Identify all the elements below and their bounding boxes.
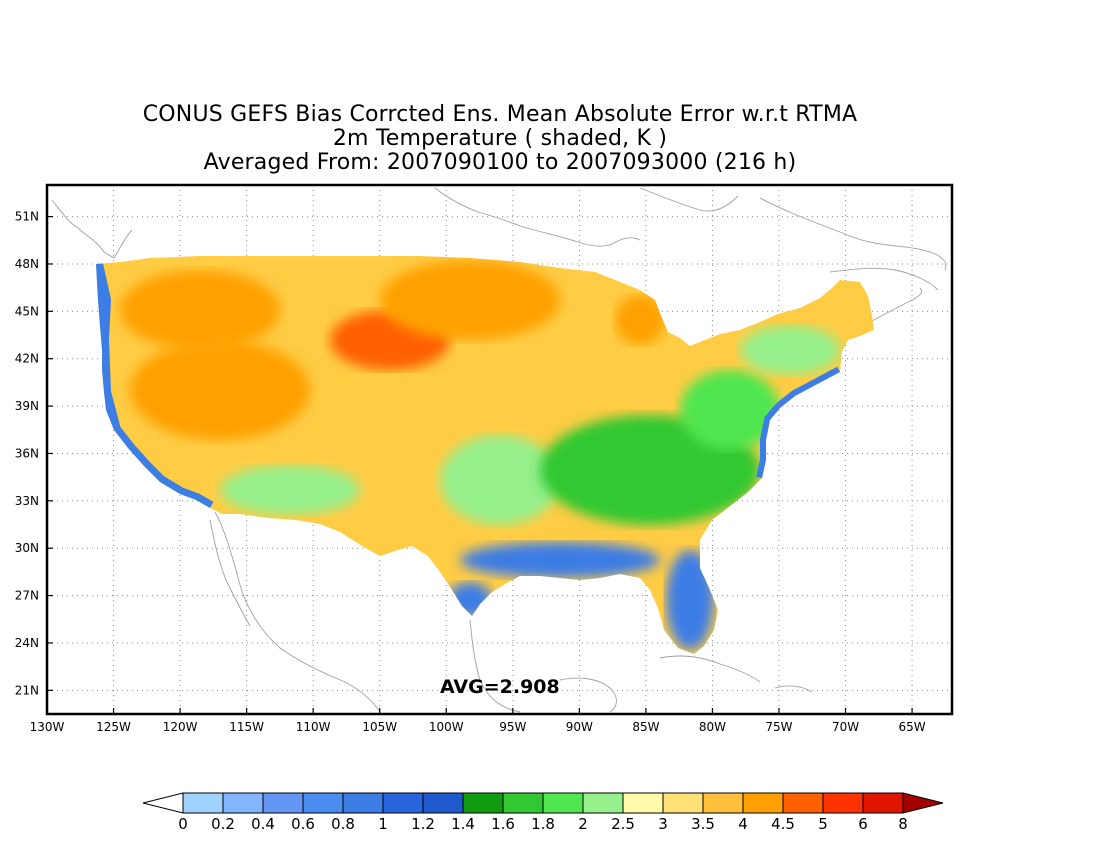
colorbar-label: 2 [578,815,588,833]
error-blob-florida [666,550,714,650]
error-blob-great-basin [130,340,310,440]
map-frame [45,183,954,716]
map-title: CONUS GEFS Bias Corrcted Ens. Mean Absol… [142,102,858,127]
coastline-baja [209,519,251,627]
lon-tick-label: 125W [96,720,131,734]
colorbar-label: 0.6 [291,815,315,833]
error-blob-southwest [220,465,360,515]
error-blob-northern-plains [380,260,560,340]
lon-tick-label: 130W [30,720,65,734]
colorbar-swatch [662,792,704,814]
colorbar-swatch [262,792,304,814]
longitude-labels: 130W 125W 120W 115W 110W 105W 100W 95W 90W 85W 80W… [30,708,926,734]
error-blob-southern-plains [440,435,560,525]
colorbar-swatch [862,792,904,814]
coastline-canada-west [51,199,133,259]
colorbar-label: 1.4 [451,815,475,833]
lon-tick-label: 115W [229,720,264,734]
colorbar-label: 4 [738,815,748,833]
colorbar-swatch [382,792,424,814]
colorbar-swatch [542,792,584,814]
colorbar-swatch [782,792,824,814]
map-time-range: Averaged From: 2007090100 to 2007093000 … [203,150,797,175]
error-blob-gulf-coast [460,542,660,578]
colorbar-label: 4.5 [771,815,795,833]
lon-tick-label: 110W [296,720,331,734]
error-band-atlantic-coast [756,366,843,480]
lon-tick-label: 65W [899,720,926,734]
lat-tick-label: 30N [15,541,39,555]
lon-tick-label: 80W [699,720,726,734]
colorbar-swatch [422,792,464,814]
coastline-mexico-gulf [469,619,521,713]
colorbar-label: 0.8 [331,815,355,833]
colorbar-label: 8 [898,815,908,833]
colorbar-swatch [302,792,344,814]
error-blob-mid-atlantic [680,370,780,450]
colorbar-under-triangle [142,792,184,814]
error-blob-northern-rockies [120,270,280,350]
lat-tick-label: 39N [15,399,39,413]
lon-tick-label: 105W [362,720,397,734]
colorbar-label: 3.5 [691,815,715,833]
average-error-label: AVG=2.908 [440,676,560,698]
colorbar-swatch [742,792,784,814]
coastline-yucatan [559,677,617,713]
colorbar-label: 3 [658,815,668,833]
colorbar-label: 1 [378,815,388,833]
colorbar-swatch [182,792,224,814]
colorbar-swatch [622,792,664,814]
lat-tick-label: 42N [15,352,39,366]
coastline-canada-north [434,187,641,247]
coastline-cuba [659,655,761,683]
colorbar-label: 5 [818,815,828,833]
colorbar-label: 1.8 [531,815,555,833]
colorbar-swatch [222,792,264,814]
colorbar-swatch [342,792,384,814]
colorbar-swatch [702,792,744,814]
coastline-mexico-west [214,511,381,713]
colorbar-label: 1.2 [411,815,435,833]
colorbar-label: 0 [178,815,188,833]
colorbar-swatch [582,792,624,814]
colorbar-label: 6 [858,815,868,833]
lon-tick-label: 75W [765,720,792,734]
lat-tick-label: 33N [15,494,39,508]
mae-shaded-field [96,256,874,654]
coastline-labrador-gulf [829,267,939,291]
lat-tick-label: 48N [15,257,39,271]
lon-tick-label: 90W [566,720,593,734]
colorbar-label: 0.2 [211,815,235,833]
lon-tick-label: 95W [499,720,526,734]
lat-tick-label: 51N [15,210,39,224]
map-subtitle: 2m Temperature ( shaded, K ) [332,126,668,151]
lat-tick-label: 36N [15,446,39,460]
colorbar-swatch [822,792,864,814]
colorbar-label: 0.4 [251,815,275,833]
colorbar-label: 1.6 [491,815,515,833]
lon-tick-label: 85W [632,720,659,734]
colorbar: 0 0.2 0.4 0.6 0.8 1 1.2 1.4 1.6 1.8 2 2.5 3 3.5 4 4.5 5 6… [142,792,944,833]
lon-tick-label: 120W [163,720,198,734]
lat-tick-label: 24N [15,636,39,650]
coastline-quebec [759,197,947,271]
error-blob-michigan [615,295,665,345]
latitude-labels: 51N 48N 45N 42N 39N 36N 33N 30N 27N 24N 21N [15,210,53,697]
error-blob-northeast [740,325,840,375]
colorbar-over-triangle [902,792,944,814]
lat-tick-label: 45N [15,304,39,318]
lat-tick-label: 21N [15,683,39,697]
lon-tick-label: 100W [429,720,464,734]
coastline-hispaniola [774,685,813,693]
colorbar-swatch [462,792,504,814]
coastline-nova-scotia [869,287,923,323]
error-blob-texas-coast [448,582,492,618]
colorbar-swatch [502,792,544,814]
lon-tick-label: 70W [832,720,859,734]
coastlines [51,187,947,713]
coastline-hudson [639,187,739,212]
colorbar-label: 2.5 [611,815,635,833]
lat-tick-label: 27N [15,589,39,603]
